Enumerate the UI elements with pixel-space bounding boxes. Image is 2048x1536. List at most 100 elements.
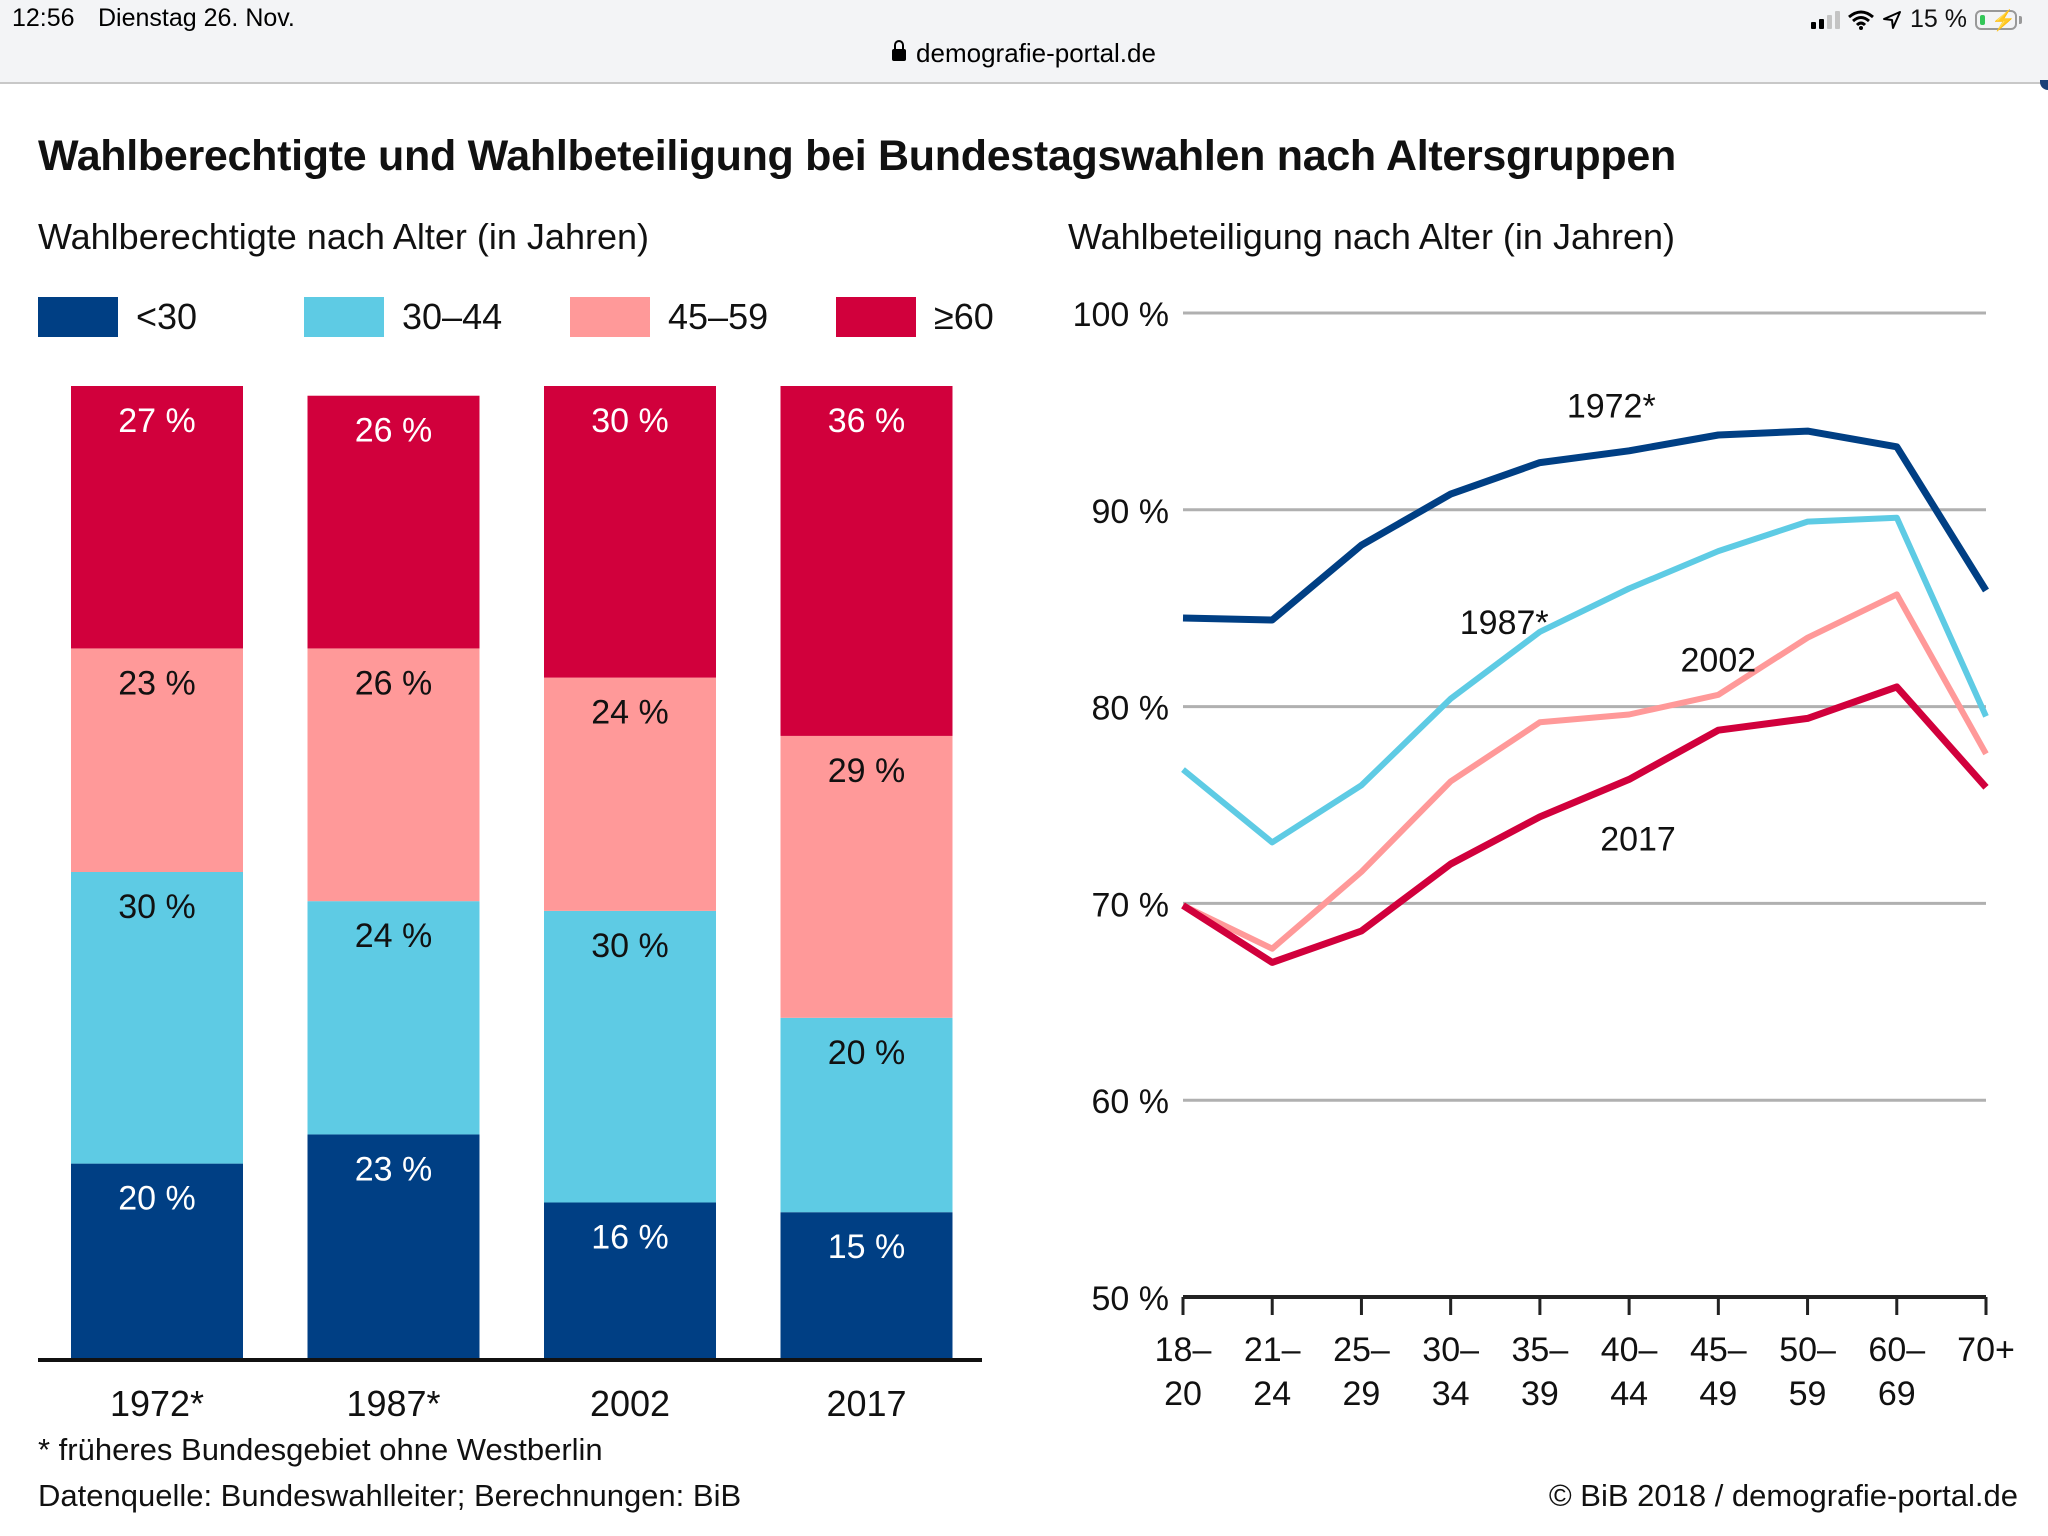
battery-tip — [2019, 15, 2022, 24]
bar-segment-1987-0 — [307, 1134, 480, 1358]
location-icon — [1883, 10, 1902, 29]
line-chart-title: Wahlbeteiligung nach Alter (in Jahren) — [1068, 216, 1676, 257]
series-label: 1972* — [1567, 387, 1656, 425]
scroll-indicator — [2040, 80, 2048, 90]
bar-segment-1972-0 — [71, 1163, 243, 1358]
bar-segment-2002-3 — [544, 386, 716, 678]
battery-charging-icon: ⚡ — [1975, 9, 2017, 32]
y-tick-label: 60 % — [1092, 1083, 1170, 1121]
x-tick-label: 29 — [1343, 1375, 1381, 1413]
legend-item-45-59: 45–59 — [570, 296, 836, 338]
status-bar: 12:56 Dienstag 26. Nov. 15 % ⚡ demografi… — [0, 0, 2048, 84]
legend-swatch — [304, 297, 384, 337]
x-tick-label: 49 — [1699, 1375, 1737, 1413]
bar-segment-2017-1 — [780, 1017, 953, 1213]
series-label: 2017 — [1600, 820, 1676, 858]
bar-value-label: 15 % — [828, 1228, 906, 1266]
legend-label: <30 — [136, 296, 198, 337]
series-label: 2002 — [1681, 641, 1757, 679]
bar-segment-1987-3 — [307, 395, 480, 649]
legend-swatch — [836, 297, 916, 337]
x-tick-label: 40– — [1601, 1331, 1658, 1369]
bar-value-label: 24 % — [591, 694, 669, 732]
x-tick-label: 30– — [1422, 1331, 1479, 1369]
legend-label: 45–59 — [668, 296, 769, 337]
legend-item-60-plus: ≥60 — [836, 296, 1102, 338]
bar-value-label: 29 % — [828, 752, 906, 790]
wifi-icon — [1848, 10, 1874, 30]
x-tick-label: 20 — [1164, 1375, 1202, 1413]
bar-value-label: 27 % — [118, 402, 196, 440]
status-time: 12:56 — [12, 4, 75, 32]
bar-value-label: 24 % — [355, 917, 433, 955]
series-line-1972 — [1182, 427, 1989, 624]
line-chart: 50 % 60 % 70 % 80 % 90 % 100 % 18– 20 21– 24 25– 29… — [1073, 296, 2015, 1413]
bar-value-label: 30 % — [118, 888, 196, 926]
bar-value-label: 20 % — [828, 1034, 906, 1072]
bar-segment-1987-1 — [307, 901, 480, 1135]
bar-value-label: 20 % — [118, 1180, 196, 1218]
x-tick-label: 60– — [1868, 1331, 1925, 1369]
x-tick-label: 39 — [1521, 1375, 1559, 1413]
figure-title: Wahlberechtigte und Wahlbeteiligung bei … — [38, 132, 1676, 180]
bar-value-label: 30 % — [591, 402, 669, 440]
bar-segment-2002-2 — [544, 677, 716, 911]
bar-value-label: 30 % — [591, 927, 669, 965]
x-tick-label: 21– — [1244, 1331, 1301, 1369]
series-label: 1987* — [1460, 604, 1549, 642]
status-indicators: 15 % ⚡ — [1811, 5, 2022, 34]
x-tick-label: 59 — [1789, 1375, 1827, 1413]
series-line-2002 — [1181, 591, 1989, 952]
bar-value-label: 16 % — [591, 1218, 669, 1256]
x-tick-label: 35– — [1512, 1331, 1569, 1369]
bar-value-label: 36 % — [828, 402, 906, 440]
legend-label: ≥60 — [934, 296, 994, 337]
y-tick-label: 100 % — [1073, 296, 1169, 334]
address-bar[interactable]: demografie-portal.de — [0, 38, 2048, 69]
series-line-2017 — [1181, 683, 1989, 966]
bar-value-label: 26 % — [355, 664, 433, 702]
y-tick-label: 70 % — [1092, 886, 1170, 924]
bar-segment-1972-2 — [71, 648, 243, 872]
x-tick-label: 25– — [1333, 1331, 1390, 1369]
legend-label: 30–44 — [402, 296, 503, 337]
bar-segment-1972-1 — [71, 872, 243, 1164]
x-tick-label: 50– — [1779, 1331, 1836, 1369]
bar-segment-2002-1 — [544, 910, 716, 1203]
legend-item-30-44: 30–44 — [304, 296, 570, 338]
x-tick-label: 70+ — [1957, 1331, 2015, 1369]
x-tick-label: 1987* — [346, 1383, 440, 1424]
bar-value-label: 26 % — [355, 412, 433, 450]
bar-segment-2002-0 — [544, 1202, 716, 1358]
data-source: Datenquelle: Bundeswahlleiter; Berechnun… — [38, 1478, 742, 1513]
x-tick-label: 2017 — [826, 1383, 906, 1424]
stacked-bar-chart: 20 % 30 % 23 % 27 % 1972* 23 % 24 % 26 % 26 % 198… — [38, 386, 982, 1424]
lock-icon — [892, 40, 907, 61]
bar-value-label: 23 % — [355, 1150, 433, 1188]
bar-segment-1987-2 — [307, 648, 480, 902]
bar-segment-2017-0 — [780, 1212, 953, 1358]
legend-swatch — [38, 297, 118, 337]
bar-chart-title: Wahlberechtigte nach Alter (in Jahren) — [38, 216, 649, 257]
bar-segment-2017-2 — [780, 735, 953, 1018]
signal-icon — [1811, 10, 1841, 29]
footnote: * früheres Bundesgebiet ohne Westberlin — [38, 1432, 603, 1467]
x-tick-label: 1972* — [110, 1383, 204, 1424]
url-text: demografie-portal.de — [916, 38, 1156, 68]
status-date: Dienstag 26. Nov. — [98, 4, 295, 32]
y-tick-label: 90 % — [1092, 493, 1170, 531]
bar-segment-1972-3 — [71, 386, 243, 649]
x-tick-label: 18– — [1155, 1331, 1212, 1369]
legend-item-under-30: <30 — [38, 296, 304, 338]
bar-chart-legend: <30 30–44 45–59 ≥60 — [38, 296, 1102, 338]
x-tick-label: 44 — [1610, 1375, 1648, 1413]
y-tick-label: 50 % — [1092, 1280, 1170, 1318]
x-tick-label: 69 — [1878, 1375, 1916, 1413]
x-tick-label: 45– — [1690, 1331, 1747, 1369]
battery-percent: 15 % — [1910, 5, 1967, 33]
legend-swatch — [570, 297, 650, 337]
y-tick-label: 80 % — [1092, 690, 1170, 728]
copyright-link[interactable]: © BiB 2018 / demografie-portal.de — [1548, 1478, 2018, 1513]
x-tick-label: 34 — [1432, 1375, 1470, 1413]
bar-value-label: 23 % — [118, 664, 196, 702]
